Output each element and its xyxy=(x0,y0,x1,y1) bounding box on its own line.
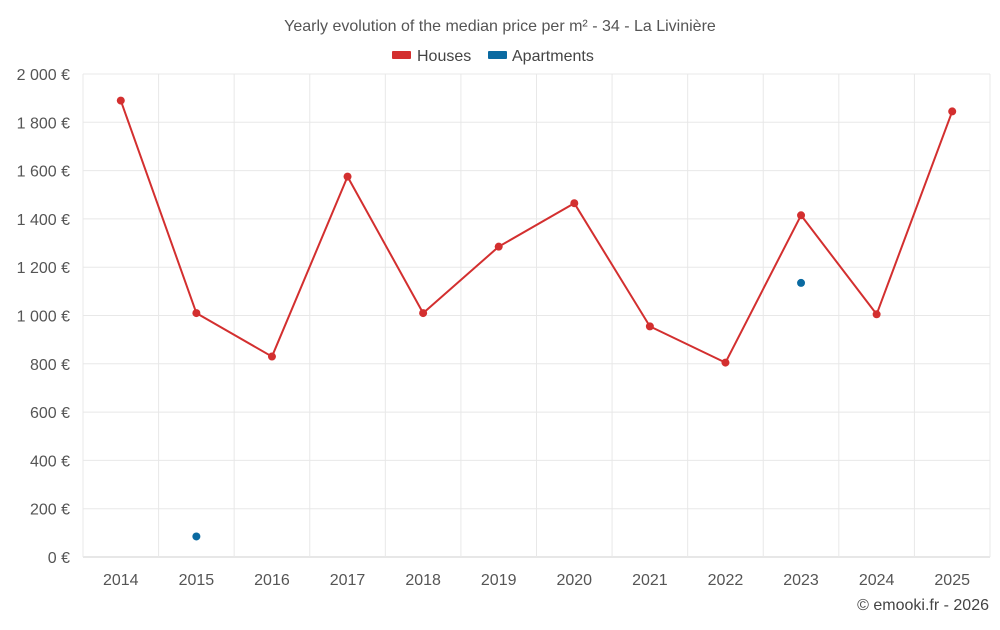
data-point-houses[interactable] xyxy=(116,96,125,105)
x-tick-label: 2020 xyxy=(556,572,592,589)
y-tick-label: 1 800 € xyxy=(17,115,70,132)
x-tick-label: 2014 xyxy=(103,572,139,589)
y-axis-ticks: 0 € 200 € 400 € 600 € 800 € 1 000 € 1 200 € 1 4… xyxy=(17,67,70,567)
series-line-houses xyxy=(119,100,954,364)
x-tick-label: 2019 xyxy=(481,572,517,589)
chart-title: Yearly evolution of the median price per… xyxy=(284,18,716,35)
data-point-houses[interactable] xyxy=(267,352,276,361)
series xyxy=(116,96,957,541)
y-tick-label: 2 000 € xyxy=(17,67,70,84)
legend-swatch-houses xyxy=(392,51,411,59)
x-tick-label: 2015 xyxy=(179,572,215,589)
y-tick-label: 1 200 € xyxy=(17,260,70,277)
legend-swatch-apartments xyxy=(488,51,507,59)
legend: Houses Apartments xyxy=(392,48,594,65)
data-point-houses[interactable] xyxy=(721,358,730,367)
credit-text: © emooki.fr - 2026 xyxy=(857,597,989,614)
data-point-houses[interactable] xyxy=(570,199,579,208)
legend-label-houses: Houses xyxy=(417,48,471,65)
y-tick-label: 1 600 € xyxy=(17,164,70,181)
x-tick-label: 2017 xyxy=(330,572,366,589)
y-tick-label: 1 000 € xyxy=(17,309,70,326)
x-tick-label: 2016 xyxy=(254,572,290,589)
data-point-houses[interactable] xyxy=(872,310,881,319)
legend-item-houses[interactable]: Houses xyxy=(392,48,471,65)
x-tick-label: 2024 xyxy=(859,572,895,589)
y-tick-label: 800 € xyxy=(30,357,70,374)
data-point-houses[interactable] xyxy=(948,107,957,116)
x-tick-label: 2025 xyxy=(934,572,970,589)
series-apartments xyxy=(192,278,806,541)
y-tick-label: 0 € xyxy=(48,550,70,567)
x-tick-label: 2018 xyxy=(405,572,441,589)
legend-label-apartments: Apartments xyxy=(512,48,594,65)
x-tick-label: 2023 xyxy=(783,572,819,589)
data-point-houses[interactable] xyxy=(192,309,201,318)
data-point-houses[interactable] xyxy=(645,322,654,331)
data-point-apartments[interactable] xyxy=(192,532,201,541)
data-point-houses[interactable] xyxy=(797,211,806,220)
x-tick-label: 2022 xyxy=(708,572,744,589)
data-point-houses[interactable] xyxy=(343,172,352,181)
x-tick-label: 2021 xyxy=(632,572,668,589)
y-tick-label: 1 400 € xyxy=(17,212,70,229)
y-tick-label: 400 € xyxy=(30,453,70,470)
data-point-houses[interactable] xyxy=(419,309,428,318)
data-point-houses[interactable] xyxy=(494,242,503,251)
grid xyxy=(82,73,991,558)
data-point-apartments[interactable] xyxy=(797,278,806,287)
series-houses xyxy=(116,96,957,367)
legend-item-apartments[interactable]: Apartments xyxy=(488,48,594,65)
y-tick-label: 600 € xyxy=(30,405,70,422)
y-tick-label: 200 € xyxy=(30,502,70,519)
x-axis-ticks: 2014 2015 2016 2017 2018 2019 2020 2021 2022 2023… xyxy=(103,572,970,589)
